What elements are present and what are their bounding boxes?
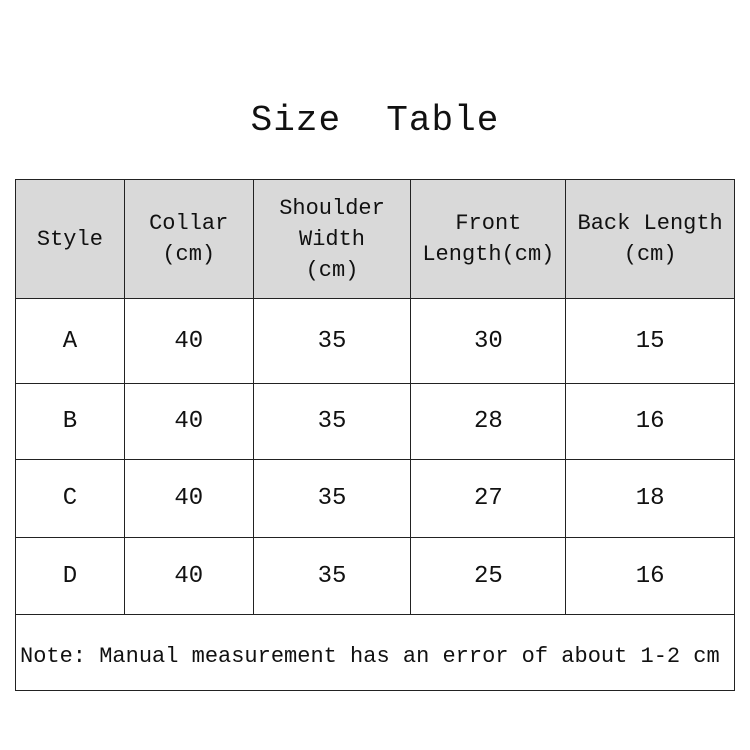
cell-shoulder: 35	[252, 459, 412, 538]
table-row: B 40 35 28 16	[15, 383, 735, 460]
cell-shoulder: 35	[252, 537, 412, 615]
cell-collar: 40	[123, 537, 254, 615]
header-front-length: Front Length(cm)	[410, 179, 567, 299]
cell-collar: 40	[123, 298, 254, 384]
cell-back: 16	[565, 537, 735, 615]
cell-shoulder: 35	[252, 383, 412, 460]
cell-front: 30	[410, 298, 567, 384]
cell-back: 18	[565, 459, 735, 538]
header-collar: Collar (cm)	[123, 179, 254, 299]
cell-style: D	[15, 537, 125, 615]
cell-back: 16	[565, 383, 735, 460]
header-back-length: Back Length (cm)	[565, 179, 735, 299]
note-row: Note: Manual measurement has an error of…	[15, 614, 735, 691]
cell-collar: 40	[123, 383, 254, 460]
cell-style: C	[15, 459, 125, 538]
cell-back: 15	[565, 298, 735, 384]
cell-front: 25	[410, 537, 567, 615]
table-row: C 40 35 27 18	[15, 459, 735, 538]
cell-shoulder: 35	[252, 298, 412, 384]
table-row: D 40 35 25 16	[15, 537, 735, 615]
cell-style: B	[15, 383, 125, 460]
size-table: Style Collar (cm) Shoulder Width (cm) Fr…	[15, 179, 735, 691]
header-shoulder-width: Shoulder Width (cm)	[252, 179, 412, 299]
header-style: Style	[15, 179, 125, 299]
header-row: Style Collar (cm) Shoulder Width (cm) Fr…	[15, 179, 735, 299]
page-title: Size Table	[250, 100, 500, 141]
cell-style: A	[15, 298, 125, 384]
cell-front: 27	[410, 459, 567, 538]
cell-front: 28	[410, 383, 567, 460]
cell-collar: 40	[123, 459, 254, 538]
table-row: A 40 35 30 15	[15, 298, 735, 384]
note-text: Note: Manual measurement has an error of…	[15, 614, 735, 691]
